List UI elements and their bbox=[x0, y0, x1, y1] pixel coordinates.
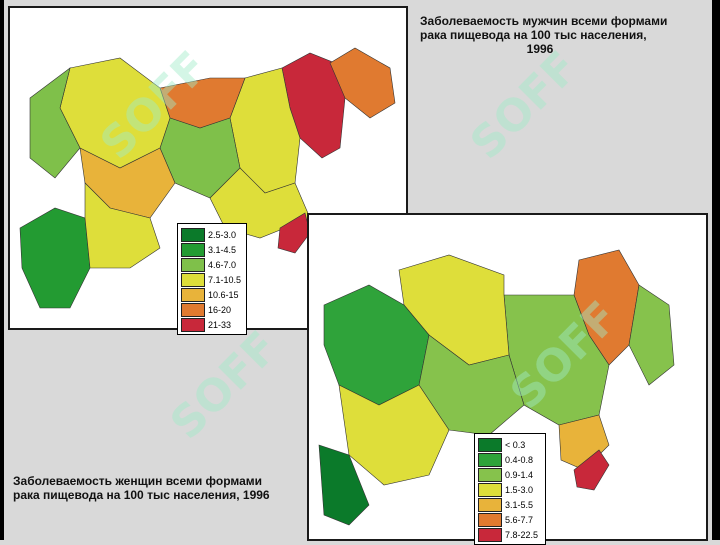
map-men-title-year: 1996 bbox=[526, 42, 554, 56]
map-women-legend-item: 0.9-1.4 bbox=[478, 467, 542, 482]
map-men-legend-swatch bbox=[181, 257, 205, 272]
map-men-legend-label: 21-33 bbox=[208, 319, 232, 330]
region-yellow-south bbox=[338, 384, 450, 486]
map-men-legend-label: 16-20 bbox=[208, 304, 232, 315]
map-women-legend-item: 1.5-3.0 bbox=[478, 482, 542, 497]
map-women-legend-label: 7.8-22.5 bbox=[505, 529, 539, 540]
watermark: SOFF bbox=[460, 41, 589, 170]
map-men-legend-label: 4.6-7.0 bbox=[208, 259, 237, 270]
map-women-legend-label: 5.6-7.7 bbox=[505, 514, 534, 525]
map-men-legend-swatch bbox=[181, 272, 205, 287]
region-orange-ne bbox=[329, 47, 396, 119]
region-green-west bbox=[29, 67, 81, 179]
map-women-legend-swatch bbox=[478, 527, 502, 542]
map-men-legend-item: 16-20 bbox=[181, 302, 243, 317]
map-women-legend-item: 5.6-7.7 bbox=[478, 512, 542, 527]
map-men-legend: 2.5-3.0 3.1-4.5 4.6-7.0 7.1-10.5 10.6-15 16-2… bbox=[177, 223, 247, 335]
map-men-legend-swatch bbox=[181, 287, 205, 302]
region-darkgreen-south bbox=[318, 444, 370, 526]
map-women-legend-label: < 0.3 bbox=[505, 439, 526, 450]
map-men-title: Заболеваемость мужчин всеми формами рака… bbox=[420, 14, 690, 56]
map-men-regions bbox=[19, 47, 396, 309]
map-men-legend-item: 2.5-3.0 bbox=[181, 227, 243, 242]
region-lightgreen-central bbox=[418, 334, 525, 436]
map-men-legend-swatch bbox=[181, 317, 205, 332]
map-women-legend-item: 3.1-5.5 bbox=[478, 497, 542, 512]
map-women: < 0.3 0.4-0.8 0.9-1.4 1.5-3.0 3.1-5.5 5.6-7.7… bbox=[307, 213, 708, 545]
map-women-legend-label: 1.5-3.0 bbox=[505, 484, 534, 495]
map-women-title-line2: рака пищевода на 100 тыс населения, 1996 bbox=[13, 488, 270, 502]
watermark: SOFF bbox=[160, 321, 289, 450]
map-women-legend-label: 0.4-0.8 bbox=[505, 454, 534, 465]
map-women-legend-item: 0.4-0.8 bbox=[478, 452, 542, 467]
map-men-legend-swatch bbox=[181, 302, 205, 317]
map-men-legend-swatch bbox=[181, 227, 205, 242]
map-men-legend-label: 7.1-10.5 bbox=[208, 274, 242, 285]
map-men: 2.5-3.0 3.1-4.5 4.6-7.0 7.1-10.5 10.6-15 16-2… bbox=[8, 6, 408, 335]
region-yellow-southcentral bbox=[84, 182, 161, 269]
map-women-legend: < 0.3 0.4-0.8 0.9-1.4 1.5-3.0 3.1-5.5 5.6-7.7… bbox=[474, 433, 546, 545]
map-women-title: Заболеваемость женщин всеми формами рака… bbox=[13, 474, 303, 502]
map-women-regions bbox=[318, 249, 675, 526]
region-red-southeast bbox=[573, 449, 610, 491]
map-women-legend-item: < 0.3 bbox=[478, 437, 542, 452]
map-men-legend-item: 4.6-7.0 bbox=[181, 257, 243, 272]
map-women-legend-label: 0.9-1.4 bbox=[505, 469, 534, 480]
region-green-south bbox=[19, 207, 91, 309]
slide-right-edge bbox=[712, 0, 720, 540]
map-men-legend-label: 10.6-15 bbox=[208, 289, 239, 300]
map-men-legend-item: 7.1-10.5 bbox=[181, 272, 243, 287]
map-men-legend-item: 21-33 bbox=[181, 317, 243, 332]
map-women-legend-swatch bbox=[478, 437, 502, 452]
map-men-legend-item: 3.1-4.5 bbox=[181, 242, 243, 257]
map-women-title-line1: Заболеваемость женщин всеми формами bbox=[13, 474, 263, 488]
region-green-northeast bbox=[628, 284, 675, 386]
map-men-title-line1: Заболеваемость мужчин всеми формами bbox=[420, 14, 668, 28]
map-women-legend-label: 3.1-5.5 bbox=[505, 499, 534, 510]
map-men-legend-label: 2.5-3.0 bbox=[208, 229, 237, 240]
map-men-title-line2: рака пищевода на 100 тыс населения, bbox=[420, 28, 647, 42]
region-red-southeast bbox=[277, 212, 311, 254]
map-women-legend-swatch bbox=[478, 512, 502, 527]
map-women-legend-swatch bbox=[478, 467, 502, 482]
map-women-legend-swatch bbox=[478, 497, 502, 512]
map-men-legend-swatch bbox=[181, 242, 205, 257]
map-men-legend-label: 3.1-4.5 bbox=[208, 244, 237, 255]
map-women-legend-swatch bbox=[478, 482, 502, 497]
slide-left-edge bbox=[0, 0, 4, 540]
map-women-legend-swatch bbox=[478, 452, 502, 467]
map-men-legend-item: 10.6-15 bbox=[181, 287, 243, 302]
